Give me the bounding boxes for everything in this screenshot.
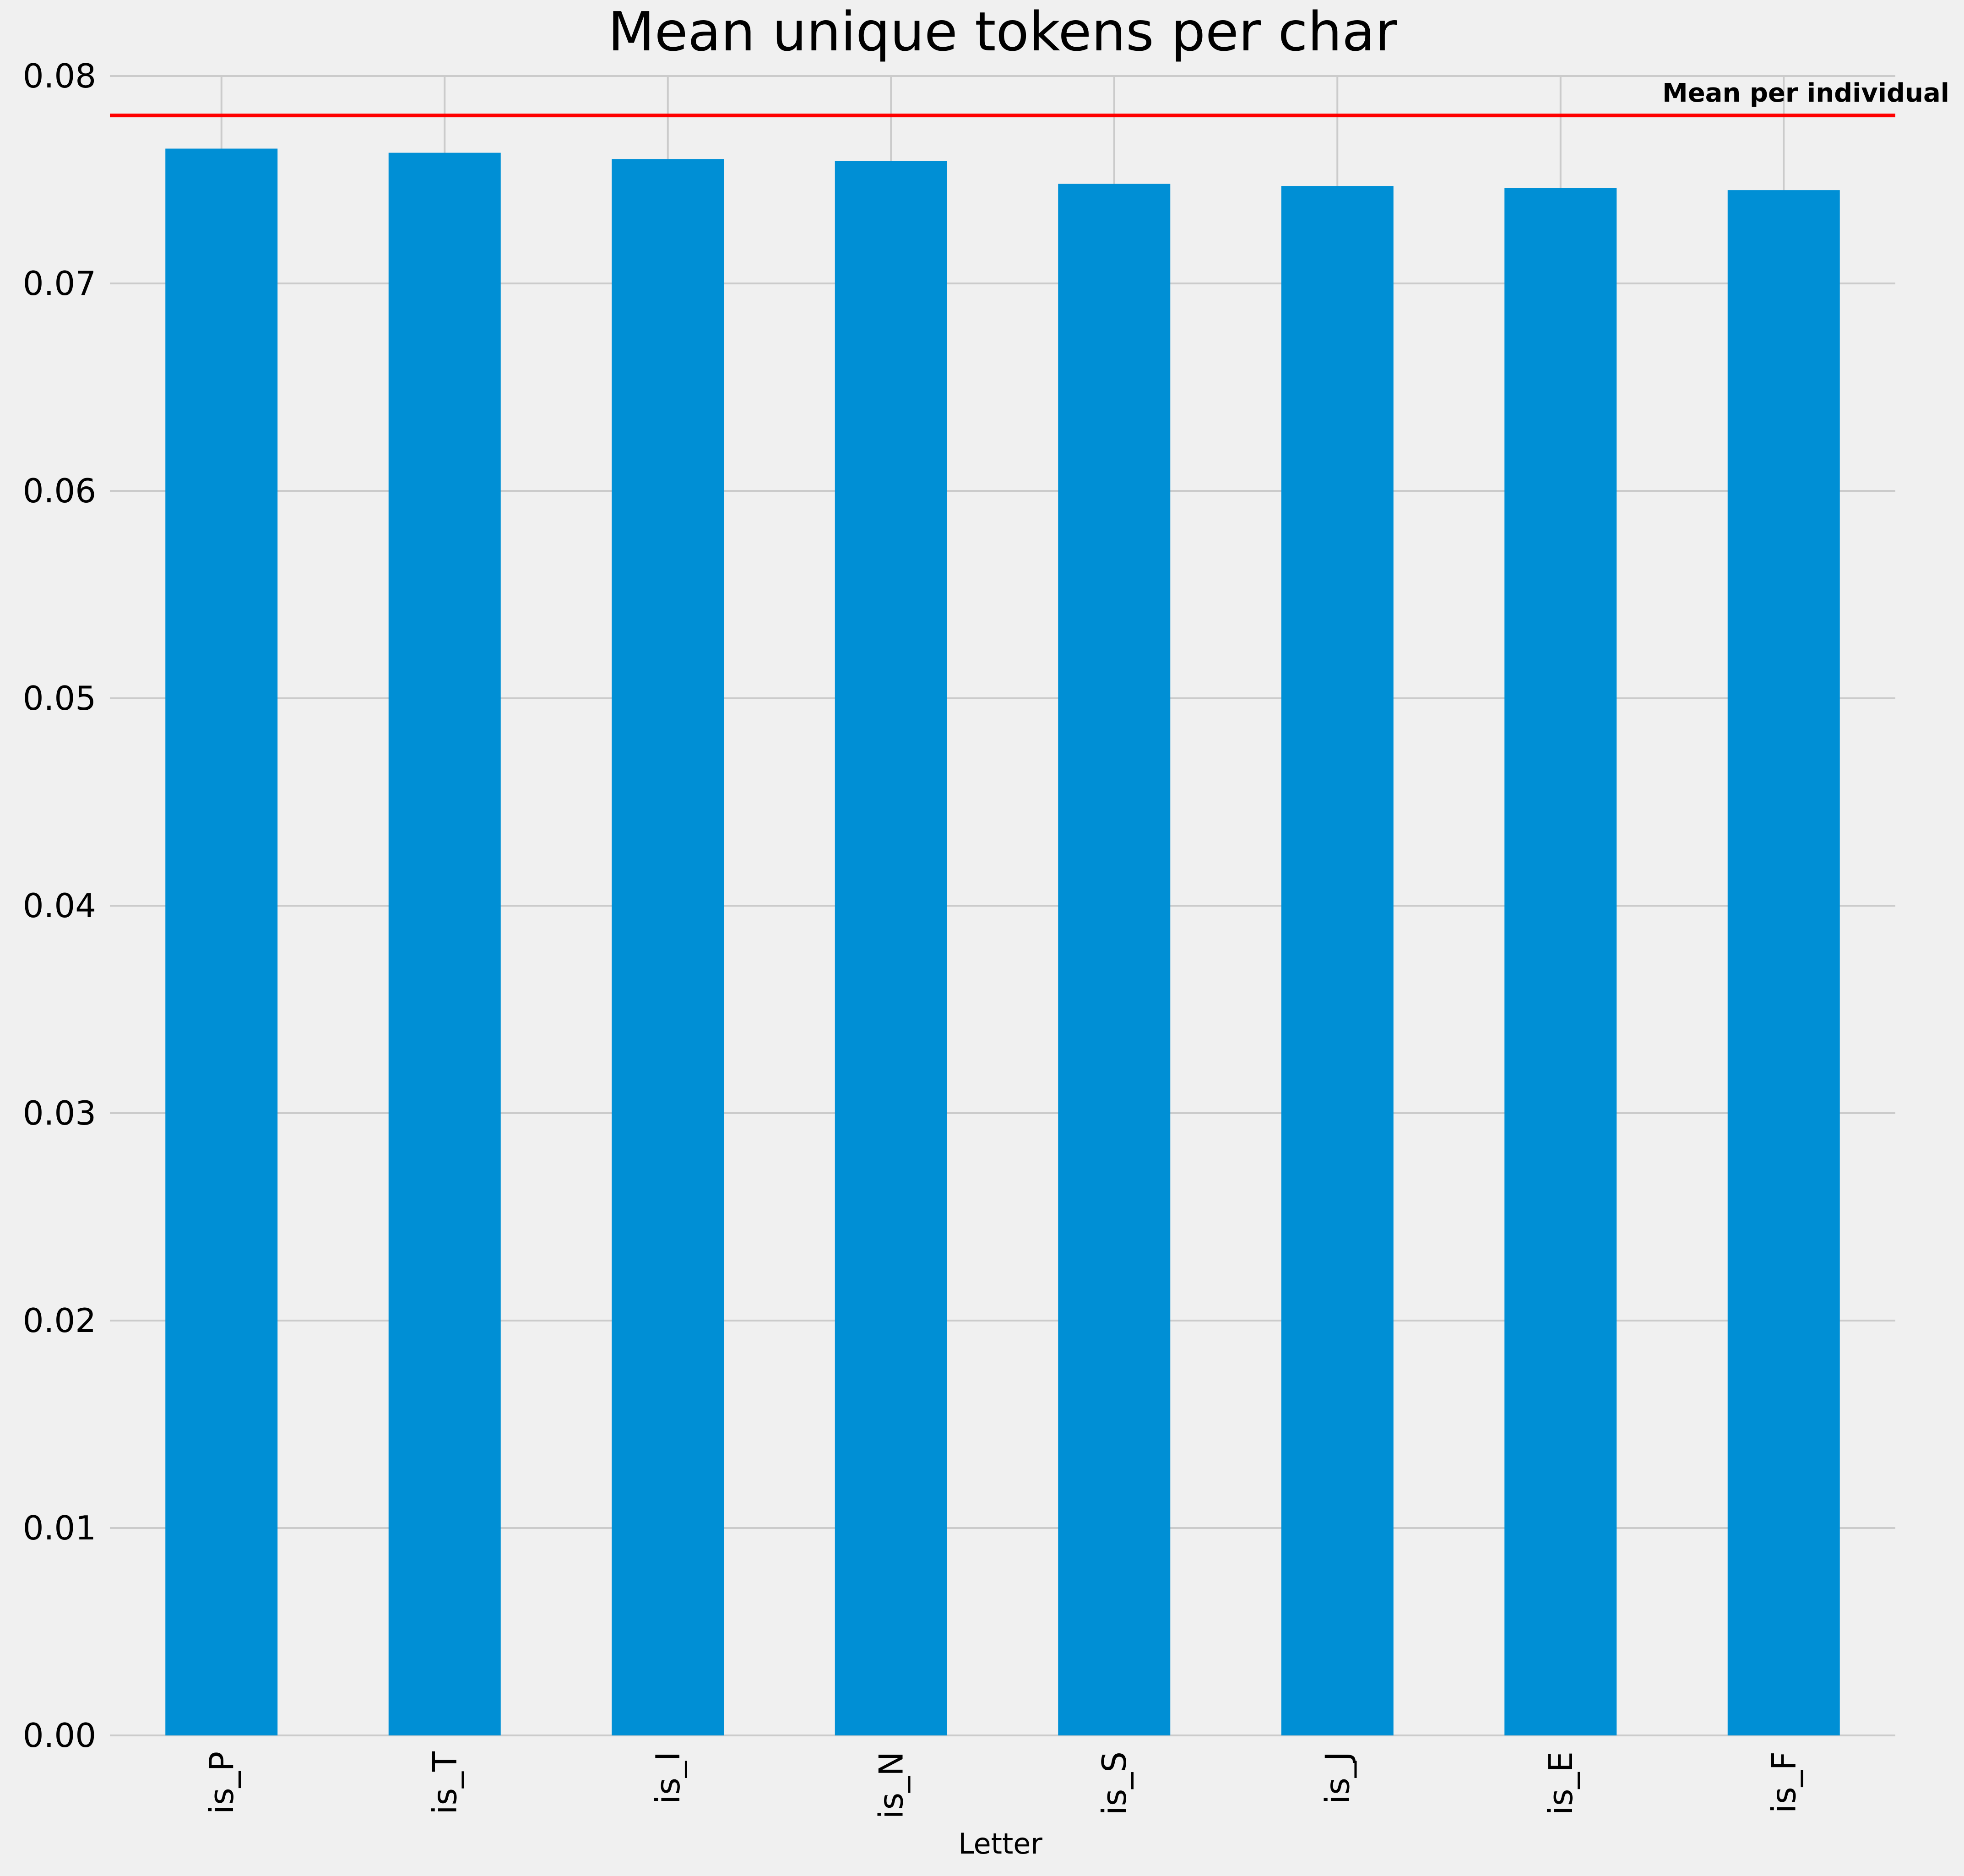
- x-tick-label: is_J: [1318, 1751, 1356, 1804]
- reference-line-group: Mean per individual: [110, 78, 1949, 118]
- bars: [165, 148, 1840, 1736]
- y-tick-label: 0.04: [23, 886, 96, 925]
- y-tick-label: 0.02: [23, 1301, 96, 1340]
- bar-is_N: [835, 161, 947, 1736]
- chart-title: Mean unique tokens per char: [608, 0, 1398, 63]
- y-tick-label: 0.07: [23, 264, 96, 303]
- y-tick-label: 0.05: [23, 679, 96, 718]
- y-tick-label: 0.06: [23, 472, 96, 510]
- x-axis-label: Letter: [958, 1827, 1042, 1860]
- reference-line-label: Mean per individual: [1662, 78, 1949, 108]
- x-tick-label: is_I: [649, 1751, 687, 1804]
- x-tick-label: is_F: [1764, 1751, 1803, 1813]
- bar-is_P: [165, 148, 278, 1735]
- y-tick-label: 0.01: [23, 1509, 96, 1547]
- bar-is_S: [1058, 184, 1171, 1735]
- x-tick-labels: is_P is_T is_I is_N is_S is_J is_E is_F: [202, 1751, 1803, 1819]
- y-tick-label: 0.00: [23, 1716, 96, 1755]
- bar-is_I: [612, 159, 724, 1736]
- bar-is_J: [1281, 186, 1394, 1735]
- y-tick-labels: 0.00 0.01 0.02 0.03 0.04 0.05 0.06 0.07 0.08: [23, 57, 96, 1755]
- x-tick-label: is_E: [1541, 1751, 1580, 1815]
- bar-is_E: [1504, 188, 1617, 1735]
- x-tick-label: is_P: [202, 1751, 241, 1814]
- y-tick-label: 0.03: [23, 1094, 96, 1132]
- x-tick-label: is_T: [425, 1751, 464, 1815]
- x-tick-label: is_N: [872, 1751, 910, 1819]
- bar-is_F: [1727, 190, 1840, 1736]
- y-tick-label: 0.08: [23, 57, 96, 95]
- x-tick-label: is_S: [1095, 1751, 1134, 1815]
- bar-is_T: [388, 152, 501, 1736]
